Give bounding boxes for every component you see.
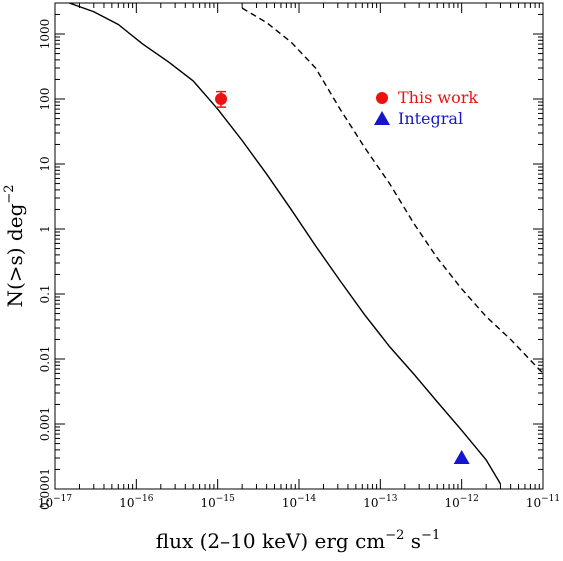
y-tick-label: 1000 [38, 19, 52, 50]
legend-triangle-icon [374, 111, 390, 125]
plot-frame [54, 2, 544, 490]
x-tick-label: 10−13 [363, 494, 398, 510]
dashed-curve [241, 7, 543, 374]
x-tick-label: 10−12 [445, 494, 479, 510]
y-tick-label: 0.0001 [38, 468, 52, 510]
y-tick-label: 100 [38, 88, 52, 111]
legend: This work Integral [374, 88, 478, 128]
legend-circle-icon [376, 92, 388, 104]
axis-ticks [54, 2, 544, 490]
x-tick-label: 10−15 [201, 494, 236, 510]
y-tick-label: 10 [38, 156, 52, 171]
y-tick-label: 0.01 [38, 346, 52, 373]
x-tick-label: 10−14 [282, 494, 317, 510]
y-tick-labels: 0.0001 0.001 0.01 0.1 1 10 100 1000 [38, 19, 52, 510]
x-tick-label: 10−11 [526, 494, 560, 510]
x-tick-labels: 10−17 10−16 10−15 10−14 10−13 10−12 10−11 [38, 494, 560, 510]
solid-curve [69, 3, 502, 485]
y-tick-label: 1 [38, 225, 52, 233]
legend-label: This work [398, 88, 478, 107]
x-tick-label: 10−17 [38, 494, 73, 510]
y-tick-label: 0.1 [38, 284, 52, 303]
data-markers [215, 90, 470, 464]
x-axis-title: flux (2–10 keV) erg cm−2 s−1 [156, 528, 440, 553]
integral-point [453, 449, 470, 464]
curves [69, 3, 543, 485]
legend-label: Integral [398, 109, 463, 128]
x-tick-label: 10−16 [119, 494, 154, 510]
y-tick-label: 0.001 [38, 407, 52, 441]
y-axis-title: N(>s) deg−2 [2, 184, 27, 307]
this-work-point [215, 93, 228, 106]
